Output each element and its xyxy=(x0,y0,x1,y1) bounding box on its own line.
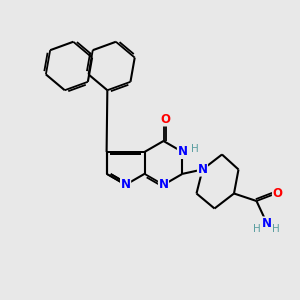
Text: N: N xyxy=(158,178,169,191)
Text: H: H xyxy=(272,224,280,235)
Text: H: H xyxy=(191,144,199,154)
Text: N: N xyxy=(197,163,208,176)
Text: O: O xyxy=(160,113,170,126)
Text: N: N xyxy=(178,146,188,158)
Text: O: O xyxy=(272,187,283,200)
Text: N: N xyxy=(262,217,272,230)
Text: H: H xyxy=(253,224,260,235)
Text: N: N xyxy=(121,178,130,191)
